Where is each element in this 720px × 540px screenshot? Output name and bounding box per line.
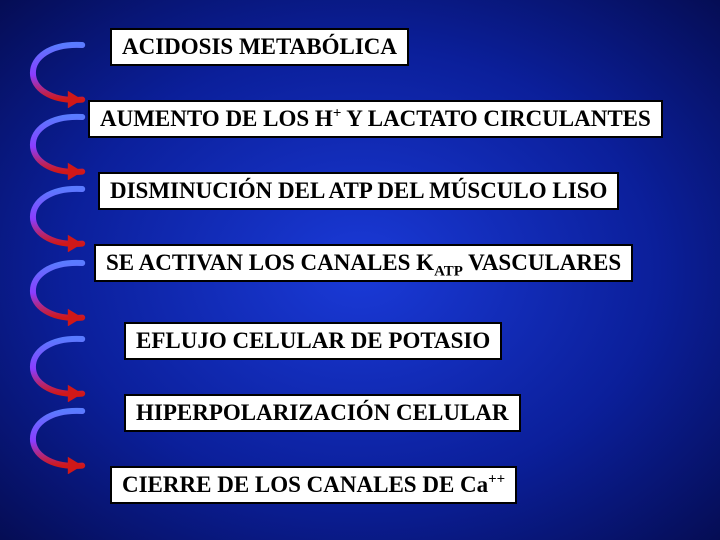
step-box-6: HIPERPOLARIZACIÓN CELULAR [124, 394, 521, 432]
step-box-5: EFLUJO CELULAR DE POTASIO [124, 322, 502, 360]
text-segment: AUMENTO DE LOS H [100, 106, 333, 131]
text-segment: VASCULARES [463, 250, 621, 275]
step-box-4: SE ACTIVAN LOS CANALES KATP VASCULARES [94, 244, 633, 282]
slide-stage: ACIDOSIS METABÓLICA AUMENTO DE LOS H+ Y L… [0, 0, 720, 540]
flow-arrow [12, 404, 102, 474]
step-box-1: ACIDOSIS METABÓLICA [110, 28, 409, 66]
text-segment: ACIDOSIS METABÓLICA [122, 34, 397, 59]
text-segment: ATP [434, 264, 463, 280]
text-segment: ++ [488, 471, 505, 487]
text-segment: DISMINUCIÓN DEL ATP DEL MÚSCULO LISO [110, 178, 607, 203]
step-box-3: DISMINUCIÓN DEL ATP DEL MÚSCULO LISO [98, 172, 619, 210]
text-segment: Y LACTATO CIRCULANTES [341, 106, 651, 131]
flow-arrow [12, 38, 102, 108]
text-segment: SE ACTIVAN LOS CANALES K [106, 250, 434, 275]
flow-arrow [12, 256, 102, 326]
step-box-7: CIERRE DE LOS CANALES DE Ca++ [110, 466, 517, 504]
flow-arrow [12, 332, 102, 402]
step-box-2: AUMENTO DE LOS H+ Y LACTATO CIRCULANTES [88, 100, 663, 138]
text-segment: CIERRE DE LOS CANALES DE Ca [122, 472, 488, 497]
text-segment: HIPERPOLARIZACIÓN CELULAR [136, 400, 509, 425]
text-segment: EFLUJO CELULAR DE POTASIO [136, 328, 490, 353]
flow-arrow [12, 182, 102, 252]
